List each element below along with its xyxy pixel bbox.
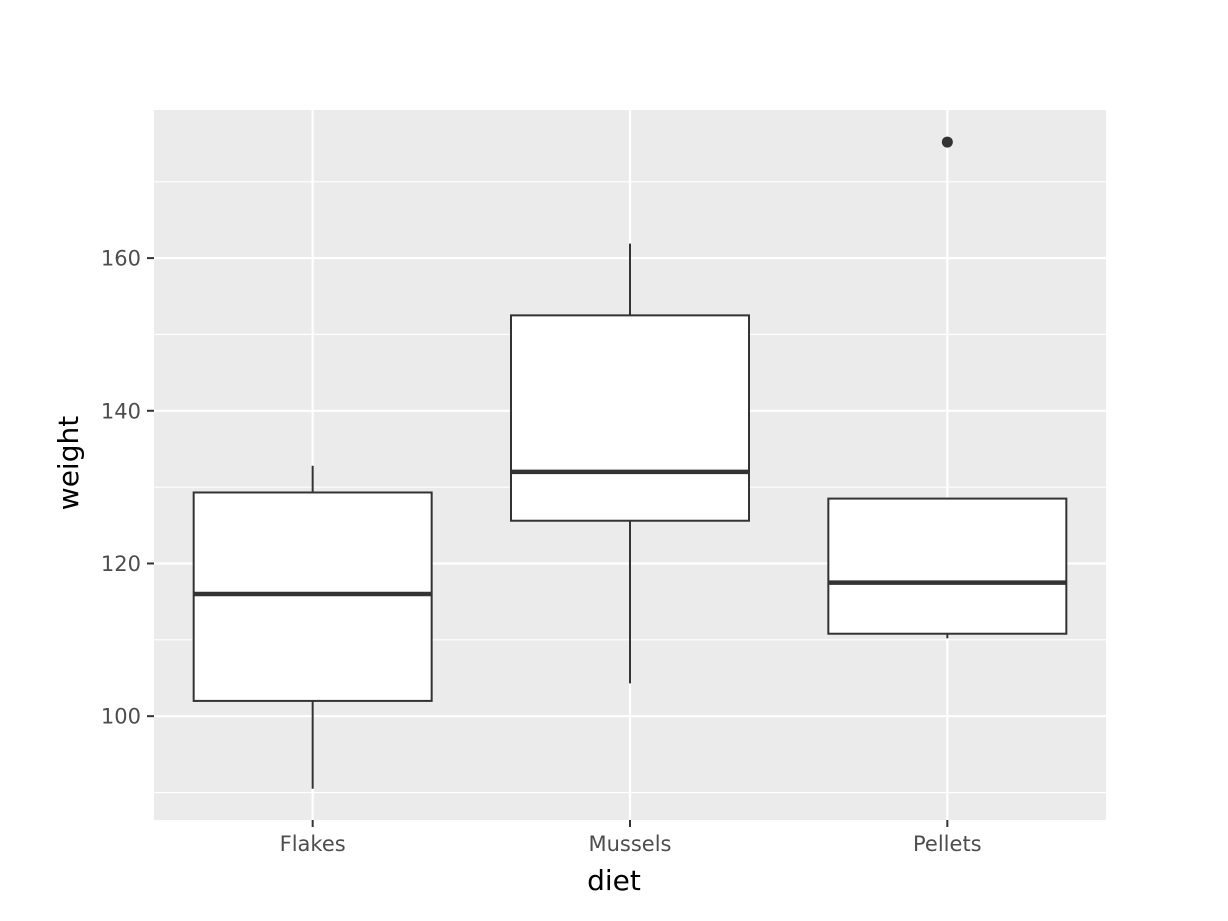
box-body	[510, 314, 750, 522]
y-axis: 100 120 140 160	[101, 247, 154, 729]
box-flakes	[192, 465, 433, 789]
x-tick-label: Pellets	[913, 832, 982, 856]
box-pellets	[827, 136, 1068, 639]
y-tick-label: 160	[101, 247, 141, 271]
x-axis-title: diet	[587, 864, 641, 897]
outlier-point	[941, 136, 953, 148]
box-series	[192, 136, 1068, 789]
y-tick-label: 140	[101, 399, 141, 423]
x-tick-label: Mussels	[588, 832, 671, 856]
x-tick-label: Flakes	[280, 832, 346, 856]
y-tick-label: 100	[101, 705, 141, 729]
box-mussels	[510, 243, 750, 684]
box-body	[192, 491, 433, 702]
x-axis: Flakes Mussels Pellets	[280, 820, 982, 856]
y-tick-label: 120	[101, 552, 141, 576]
box-body	[827, 497, 1068, 635]
y-axis-title: weight	[52, 416, 85, 510]
